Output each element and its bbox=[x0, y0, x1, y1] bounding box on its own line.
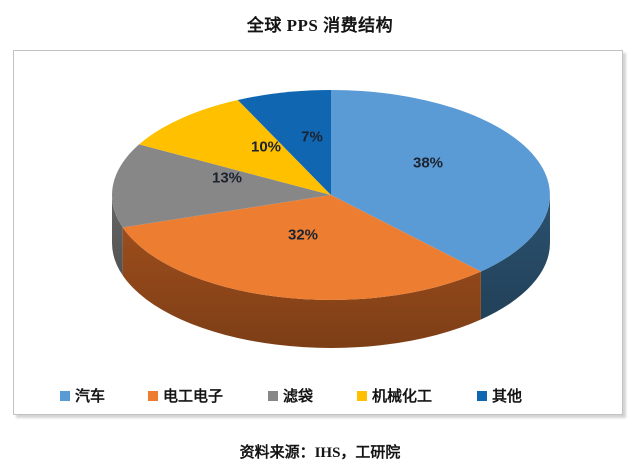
pie-side-1 bbox=[122, 227, 481, 348]
legend-label-2: 滤袋 bbox=[283, 389, 314, 405]
legend-label-0: 汽车 bbox=[75, 389, 106, 405]
legend-item-1: 电工电子 bbox=[148, 385, 223, 406]
source-note: 资料来源：IHS，工研院 bbox=[239, 445, 401, 461]
legend-item-0: 汽车 bbox=[60, 385, 105, 406]
pie-side-0 bbox=[480, 195, 550, 320]
pie-slice-0 bbox=[331, 90, 550, 272]
slice-percent-label-3: 10% bbox=[250, 138, 282, 156]
legend-item-3: 机械化工 bbox=[357, 385, 432, 406]
chart-title: 全球 PPS 消费结构 bbox=[246, 16, 394, 35]
legend-item-2: 滤袋 bbox=[268, 385, 313, 406]
legend-item-4: 其他 bbox=[477, 385, 522, 406]
legend-swatch-icon bbox=[60, 390, 70, 401]
pie-slice-2 bbox=[112, 144, 331, 228]
legend-swatch-icon bbox=[357, 390, 367, 401]
slice-percent-label-1: 32% bbox=[287, 226, 319, 244]
slice-percent-label-0: 38% bbox=[412, 154, 444, 172]
pie-3d-sides bbox=[112, 195, 550, 348]
pie-slice-3 bbox=[139, 100, 331, 195]
pie-slices bbox=[112, 90, 550, 300]
pie-side-2 bbox=[112, 195, 123, 276]
pie-slice-4 bbox=[237, 90, 331, 195]
slice-percent-label-2: 13% bbox=[211, 169, 243, 187]
legend-label-3: 机械化工 bbox=[372, 389, 433, 405]
legend-swatch-icon bbox=[148, 390, 158, 401]
pie-slice-1 bbox=[122, 195, 481, 300]
legend-label-4: 其他 bbox=[492, 389, 523, 405]
legend-swatch-icon bbox=[268, 390, 278, 401]
legend-swatch-icon bbox=[477, 390, 487, 401]
slice-percent-label-4: 7% bbox=[301, 128, 323, 146]
legend-label-1: 电工电子 bbox=[163, 389, 224, 405]
